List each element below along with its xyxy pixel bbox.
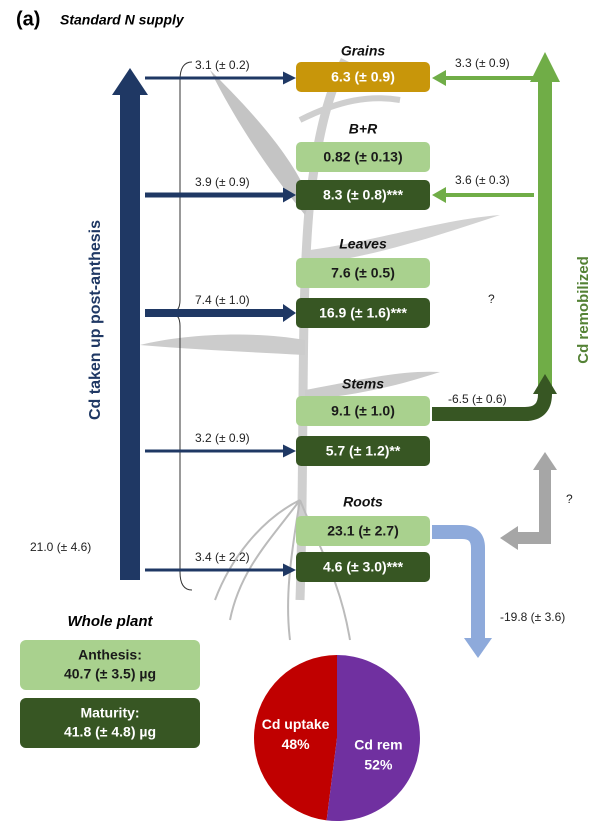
roots-out-head (464, 638, 492, 658)
anthesis-box (20, 640, 200, 690)
uptake-flow (145, 449, 283, 453)
box-value: 5.7 (± 1.2)** (326, 443, 401, 459)
compartment-name: Stems (342, 376, 384, 392)
remob-flow-head (432, 70, 446, 86)
flow-label: 3.1 (± 0.2) (195, 58, 250, 72)
uptake-flow (145, 568, 283, 572)
uptake-label: Cd taken up post-anthesis (87, 220, 104, 420)
box-value: 9.1 (± 1.0) (331, 403, 395, 419)
value-box (296, 396, 430, 426)
value-box (296, 516, 430, 546)
pie-slice (326, 655, 421, 821)
value-box (296, 436, 430, 466)
remob-flow-head (432, 187, 446, 203)
pie-label: Cd uptake (262, 716, 330, 732)
brace (169, 61, 193, 591)
compartment-name: Roots (343, 494, 383, 510)
flow-label: 3.6 (± 0.3) (455, 173, 510, 187)
value-box (296, 142, 430, 172)
stems-out-arrow (432, 392, 552, 421)
value-box (296, 180, 430, 210)
box-value: 0.82 (± 0.13) (323, 149, 402, 165)
whole-plant-title: Whole plant (68, 613, 154, 630)
box-value: 16.9 (± 1.6)*** (319, 305, 407, 321)
flow-label: -19.8 (± 3.6) (500, 610, 565, 624)
anthesis-value: 40.7 (± 3.5) µg (64, 666, 156, 682)
box-value: 8.3 (± 0.8)*** (323, 187, 404, 203)
value-box (296, 62, 430, 92)
uptake-flow-head (283, 187, 296, 203)
uptake-flow (145, 76, 283, 80)
stems-out-head (533, 374, 557, 394)
question-label: ? (566, 492, 573, 506)
unknown-head (533, 452, 557, 470)
uptake-flow-head (283, 563, 296, 577)
flow-label: 7.4 (± 1.0) (195, 293, 250, 307)
maturity-label: Maturity: (80, 705, 139, 721)
pie-value-label: 52% (364, 756, 393, 772)
panel-title: Standard N supply (60, 12, 185, 28)
uptake-flow (145, 192, 283, 198)
uptake-arrow (112, 68, 148, 580)
remob-flow (446, 193, 534, 197)
value-box (296, 298, 430, 328)
uptake-flow-head (283, 71, 296, 85)
value-box (296, 258, 430, 288)
compartment-name: Leaves (339, 236, 387, 252)
flow-label: ? (488, 292, 495, 306)
remobilization-label: Cd remobilized (575, 256, 592, 364)
pie-slice (254, 655, 337, 821)
panel-label: (a) (16, 8, 40, 30)
uptake-flow (145, 309, 283, 317)
unknown-arrow (518, 470, 551, 544)
box-value: 23.1 (± 2.7) (327, 523, 399, 539)
uptake-flow-head (283, 444, 296, 458)
uptake-total: 21.0 (± 4.6) (30, 540, 91, 554)
anthesis-label: Anthesis: (78, 647, 142, 663)
box-value: 6.3 (± 0.9) (331, 69, 395, 85)
flow-label: 3.2 (± 0.9) (195, 431, 250, 445)
maturity-box (20, 698, 200, 748)
value-box (296, 552, 430, 582)
flow-label: -6.5 (± 0.6) (448, 392, 507, 406)
pie-label: Cd rem (354, 736, 402, 752)
flow-label: 3.9 (± 0.9) (195, 175, 250, 189)
pie-value-label: 48% (282, 736, 311, 752)
compartment-name: B+R (349, 121, 378, 137)
remob-flow (446, 76, 534, 80)
unknown-head (500, 526, 518, 550)
plant-silhouette (140, 57, 500, 641)
box-value: 4.6 (± 3.0)*** (323, 559, 404, 575)
uptake-flow-head (283, 304, 296, 322)
box-value: 7.6 (± 0.5) (331, 265, 395, 281)
compartment-name: Grains (341, 43, 386, 59)
remobilization-arrow (530, 52, 560, 390)
flow-label: 3.4 (± 2.2) (195, 550, 250, 564)
maturity-value: 41.8 (± 4.8) µg (64, 724, 156, 740)
roots-out-arrow (432, 525, 485, 638)
flow-label: 3.3 (± 0.9) (455, 56, 510, 70)
